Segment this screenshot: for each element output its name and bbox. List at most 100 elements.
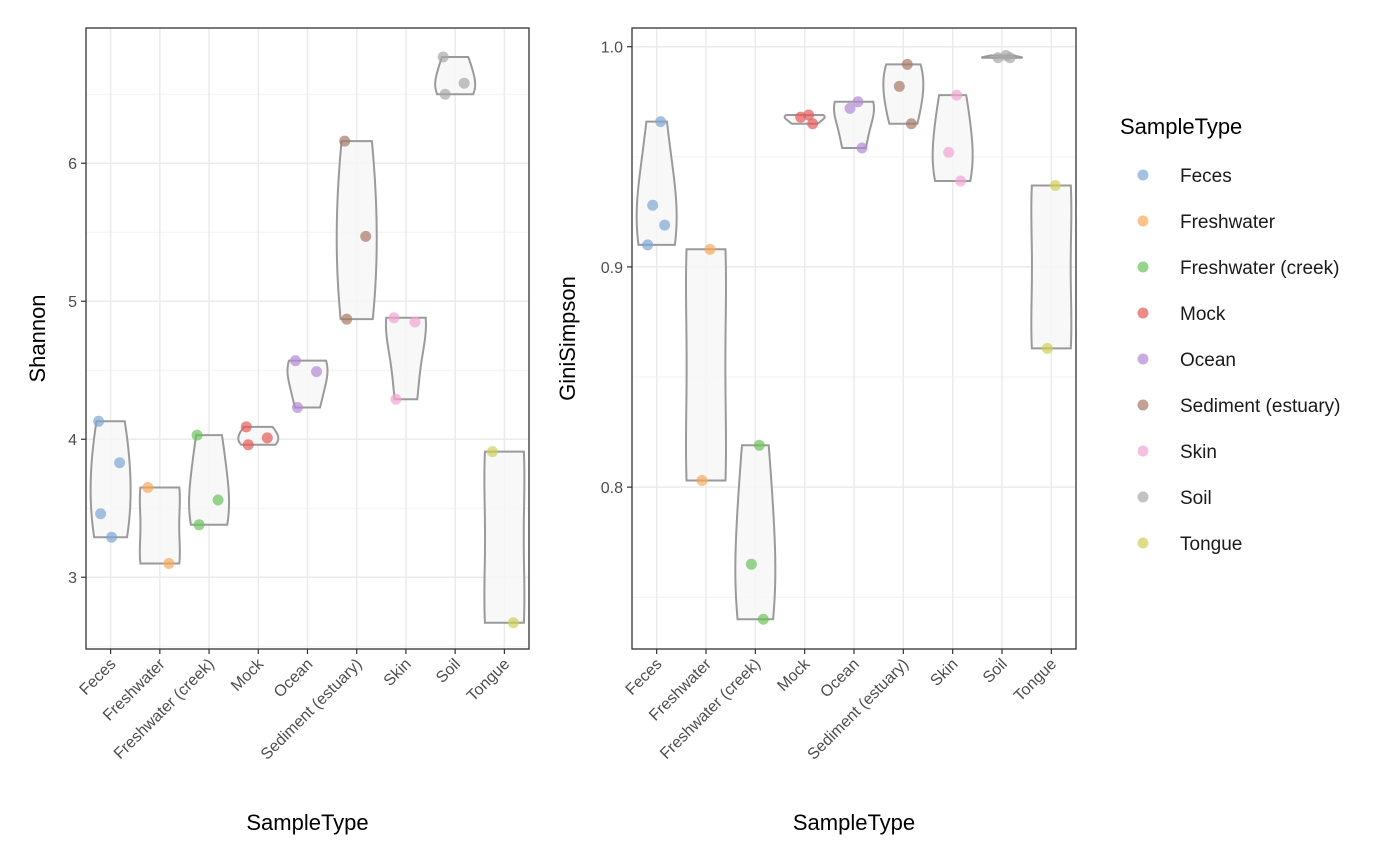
- legend-swatch: [1137, 353, 1149, 365]
- point-sediment-estuary: [901, 58, 913, 70]
- legend-item-ocean: Ocean: [1137, 350, 1236, 371]
- legend-item-sediment-estuary: Sediment (estuary): [1137, 396, 1341, 417]
- y-axis-title: GiniSimpson: [555, 276, 580, 401]
- violin-sediment-estuary: [882, 63, 925, 125]
- y-tick-label: 3: [68, 570, 77, 587]
- violin-skin: [931, 94, 974, 183]
- point-sediment-estuary: [905, 118, 917, 130]
- y-tick-label: 4: [68, 432, 77, 449]
- violin-freshwater: [685, 248, 727, 482]
- legend-label: Mock: [1180, 304, 1226, 325]
- point-sediment-estuary: [360, 230, 372, 242]
- point-ocean: [290, 355, 301, 367]
- violin-freshwater: [138, 486, 181, 565]
- point-ocean: [856, 142, 868, 154]
- point-skin: [390, 393, 402, 405]
- y-tick-label: 6: [68, 156, 77, 173]
- point-sediment-estuary: [339, 135, 351, 147]
- point-tongue: [1049, 179, 1061, 191]
- point-feces: [93, 415, 105, 427]
- point-freshwater: [704, 243, 716, 255]
- point-freshwater-creek: [753, 439, 765, 451]
- point-tongue: [1041, 342, 1053, 354]
- legend-items: Feces Freshwater Freshwater (creek) Mock Oce…: [1137, 166, 1341, 555]
- violin-feces: [89, 420, 132, 539]
- point-ocean: [852, 96, 864, 108]
- violin-feces: [635, 120, 678, 246]
- violin-freshwater-creek: [734, 444, 777, 621]
- point-feces: [659, 219, 671, 231]
- y-tick-label: 0.8: [601, 480, 623, 497]
- y-tick-label: 0.9: [601, 260, 623, 277]
- point-freshwater: [696, 475, 708, 487]
- y-axis-title: Shannon: [25, 294, 50, 382]
- legend-item-freshwater-creek: Freshwater (creek): [1137, 258, 1339, 279]
- point-feces: [114, 457, 126, 469]
- point-ocean: [844, 102, 856, 114]
- point-soil: [437, 51, 449, 63]
- point-skin: [388, 312, 400, 324]
- legend-swatch: [1137, 215, 1149, 227]
- point-freshwater-creek: [191, 429, 203, 441]
- point-freshwater-creek: [212, 494, 224, 506]
- violin-tongue: [483, 450, 526, 624]
- legend-swatch: [1137, 261, 1149, 273]
- point-skin: [943, 146, 955, 158]
- point-mock: [795, 111, 807, 123]
- point-mock: [807, 118, 819, 130]
- legend-swatch: [1137, 445, 1149, 457]
- point-freshwater-creek: [757, 613, 769, 625]
- legend-item-tongue: Tongue: [1137, 534, 1242, 555]
- violin-ocean: [832, 100, 876, 150]
- point-soil: [992, 52, 1004, 64]
- y-tick-label: 5: [68, 294, 77, 311]
- x-axis-title: SampleType: [793, 810, 915, 835]
- point-soil: [439, 88, 451, 100]
- violin-tongue: [1030, 184, 1073, 350]
- point-freshwater: [163, 557, 175, 569]
- point-freshwater-creek: [193, 519, 205, 531]
- point-skin: [409, 316, 421, 328]
- violin-freshwater-creek: [188, 434, 231, 526]
- point-mock: [261, 432, 273, 444]
- point-soil: [1004, 52, 1016, 64]
- point-soil: [458, 77, 470, 89]
- legend-swatch: [1137, 491, 1149, 503]
- legend-item-mock: Mock: [1137, 304, 1226, 325]
- legend-swatch: [1137, 537, 1149, 549]
- legend-item-skin: Skin: [1137, 442, 1217, 463]
- legend: SampleType Feces Freshwater Freshwater (cr…: [1120, 114, 1341, 555]
- x-axis-title: SampleType: [246, 810, 368, 835]
- point-ocean: [292, 402, 303, 413]
- legend-item-soil: Soil: [1137, 488, 1212, 509]
- point-sediment-estuary: [893, 80, 905, 92]
- point-ocean: [311, 366, 322, 378]
- point-skin: [955, 175, 967, 187]
- y-tick-label: 1.0: [601, 40, 623, 57]
- point-feces: [642, 239, 654, 251]
- point-feces: [106, 531, 118, 543]
- point-tongue: [486, 446, 498, 458]
- legend-swatch: [1137, 169, 1149, 181]
- legend-item-feces: Feces: [1137, 166, 1232, 187]
- legend-swatch: [1137, 399, 1149, 411]
- point-tongue: [507, 617, 519, 629]
- point-mock: [242, 439, 254, 451]
- violin-skin: [384, 316, 427, 401]
- legend-label: Tongue: [1180, 534, 1242, 555]
- legend-label: Sediment (estuary): [1180, 396, 1341, 417]
- violin-soil: [434, 55, 477, 96]
- point-feces: [655, 116, 667, 128]
- point-sediment-estuary: [341, 313, 353, 325]
- point-freshwater-creek: [745, 558, 757, 570]
- point-freshwater: [142, 482, 154, 494]
- legend-label: Soil: [1180, 488, 1212, 509]
- legend-item-freshwater: Freshwater: [1137, 212, 1276, 233]
- legend-label: Freshwater: [1180, 212, 1276, 233]
- legend-label: Feces: [1180, 166, 1232, 187]
- legend-label: Skin: [1180, 442, 1217, 463]
- point-feces: [95, 508, 107, 520]
- legend-label: Freshwater (creek): [1180, 258, 1339, 279]
